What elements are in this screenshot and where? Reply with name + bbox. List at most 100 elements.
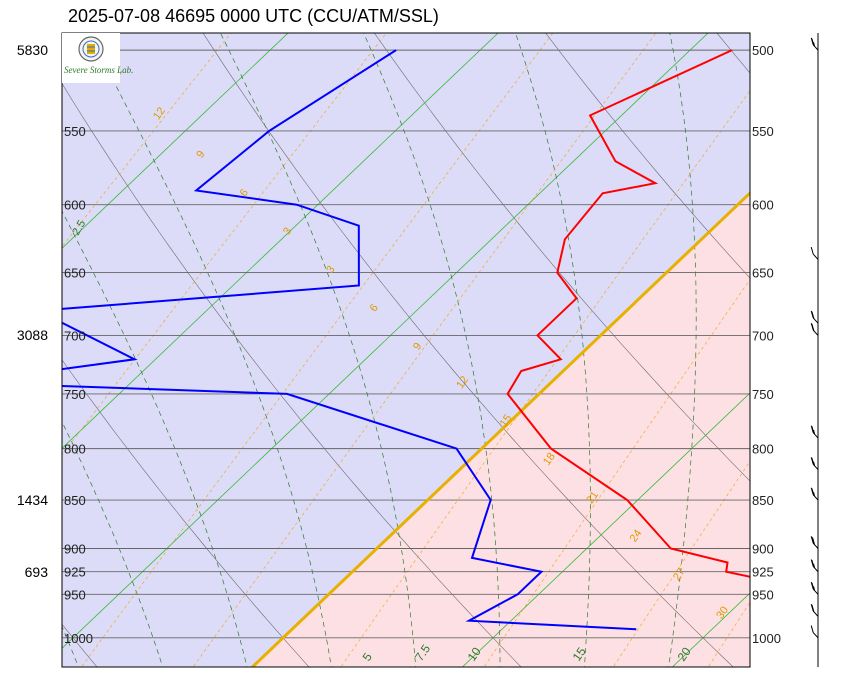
pressure-label-left: 750 <box>64 387 86 402</box>
moist-adiabat-line <box>62 210 248 667</box>
pressure-label-left: 800 <box>64 442 86 457</box>
wind-barb-half <box>813 492 816 497</box>
pressure-label-right: 750 <box>752 387 774 402</box>
mixing-ratio-line <box>483 279 750 667</box>
height-label: 3088 <box>16 327 48 344</box>
wind-barb-flag <box>812 537 816 545</box>
wind-barb-shaft <box>812 329 819 336</box>
wind-barb <box>810 425 819 439</box>
wind-barb <box>810 457 819 470</box>
pressure-label-left: 650 <box>64 266 86 281</box>
wind-barb <box>810 37 819 51</box>
ssl-logo: Severe Storms Lab. <box>62 33 133 83</box>
isobars <box>62 49 750 639</box>
wind-barb-shaft <box>812 317 819 324</box>
wind-barbs <box>810 37 819 639</box>
wind-barb-flag <box>810 625 814 633</box>
wind-barb <box>810 581 819 595</box>
height-label: 1434 <box>16 492 48 509</box>
pressure-label-left: 850 <box>64 493 86 508</box>
pressure-label-right: 925 <box>752 565 774 580</box>
wind-barb-flag <box>811 457 815 466</box>
pressure-label-right: 950 <box>752 587 774 602</box>
dry-adiabat-line <box>62 82 522 667</box>
pressure-label-right: 1000 <box>752 631 781 646</box>
wind-barb <box>810 487 819 501</box>
moist-adiabat-line <box>88 33 332 667</box>
moist-adiabat-line <box>836 16 850 672</box>
wind-barb-shaft <box>812 632 819 639</box>
moist-adiabat-line <box>62 420 164 667</box>
wind-barb-half <box>813 461 816 466</box>
pressure-label-left: 950 <box>64 587 86 602</box>
pressure-label-left: 925 <box>64 565 86 580</box>
wind-barb-flag <box>811 426 815 434</box>
pressure-label-right: 800 <box>752 442 774 457</box>
mixing-ratio-line <box>81 33 554 667</box>
pressure-label-left: 600 <box>64 198 86 213</box>
pressure-label-left: 700 <box>64 328 86 343</box>
freezing-line <box>251 190 750 667</box>
mixing-ratio-label: 12 <box>454 374 471 391</box>
isotherm-line <box>461 392 750 667</box>
wind-barb-flag <box>811 604 815 612</box>
mixing-ratio-line <box>340 90 750 667</box>
logo-text: Severe Storms Lab. <box>64 65 134 75</box>
mixing-ratio-label: 3 <box>281 225 294 237</box>
pressure-label-right: 600 <box>752 198 774 213</box>
pressure-label-left: 550 <box>64 124 86 139</box>
mixing-ratio-line <box>192 33 657 667</box>
wind-barb-half <box>813 563 816 569</box>
pressure-label-right: 700 <box>752 328 774 343</box>
pressure-label-right: 650 <box>752 266 774 281</box>
mixing-ratio-label: 6 <box>238 187 251 199</box>
moist-adiabats <box>62 16 850 672</box>
height-label: 693 <box>24 563 48 580</box>
wind-barb-flag <box>811 488 815 496</box>
mixing-ratio-label: 24 <box>628 528 645 545</box>
mixing-ratio-label: 21 <box>584 489 601 506</box>
isotherm-line <box>62 33 289 249</box>
ssl-seal-icon <box>78 36 104 62</box>
mixing-ratio-label: 27 <box>671 566 688 583</box>
moist-adiabat-line <box>363 33 501 667</box>
wind-barb-half <box>813 586 816 591</box>
plot-frame <box>61 32 751 668</box>
wind-barb-half <box>813 430 816 435</box>
mixing-ratio-line <box>781 16 850 672</box>
wind-barb <box>810 247 819 260</box>
wind-barb <box>810 536 819 549</box>
wind-barb <box>810 603 819 617</box>
wind-barb-flag <box>811 38 815 46</box>
pressure-label-left: 1000 <box>64 631 93 646</box>
wind-barb <box>810 625 819 639</box>
dry-adiabats <box>62 33 750 667</box>
wind-barb-shaft <box>812 253 819 260</box>
dry-adiabat-line <box>373 33 750 482</box>
wind-barb <box>810 310 819 324</box>
dewpoint-line <box>62 49 637 631</box>
pressure-label-right: 500 <box>752 43 774 58</box>
moist-adiabat-line <box>515 33 591 667</box>
cold-region <box>62 33 750 667</box>
wind-barb-flag <box>811 582 815 590</box>
wind-barb-flag <box>811 560 815 568</box>
mixing-ratio-label: 12 <box>151 105 168 122</box>
pressure-label-right: 850 <box>752 493 774 508</box>
wind-barb-flag <box>811 323 815 332</box>
mixing-ratio-lines <box>62 16 850 672</box>
pressure-label-left: 900 <box>64 541 86 556</box>
mixing-ratio-label: 15 <box>498 412 515 429</box>
pressure-label-right: 550 <box>752 124 774 139</box>
moist-adiabat-line <box>220 33 417 667</box>
wind-barb-half <box>813 42 816 47</box>
isotherm-line <box>62 33 709 649</box>
temperature-line <box>506 49 750 578</box>
wind-barb-flag <box>810 247 814 255</box>
mixing-ratio-label: 9 <box>411 341 424 353</box>
dry-adiabat-line <box>62 359 310 667</box>
wind-barb <box>810 322 819 336</box>
dry-adiabat-line <box>202 33 734 667</box>
dry-adiabat-line <box>545 33 750 279</box>
